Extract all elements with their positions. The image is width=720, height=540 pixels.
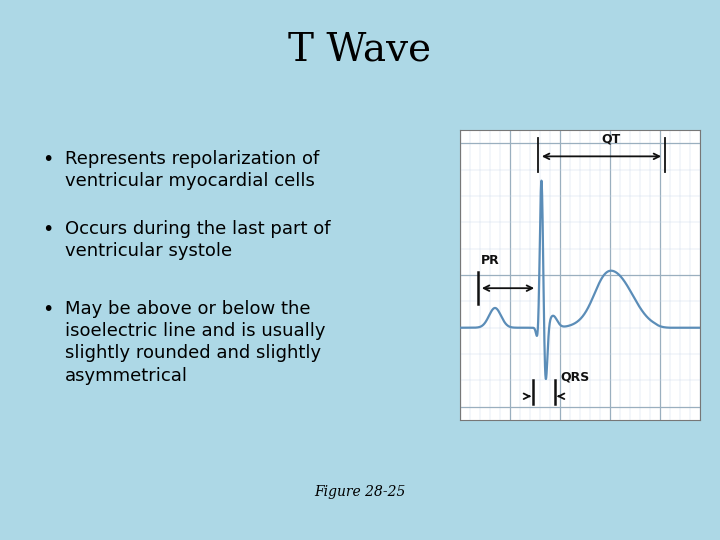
Text: PR: PR	[481, 254, 500, 267]
Text: •: •	[42, 220, 54, 239]
Text: T Wave: T Wave	[289, 31, 431, 69]
Text: Figure 28-25: Figure 28-25	[315, 485, 405, 499]
Text: •: •	[42, 150, 54, 169]
Text: Represents repolarization of
ventricular myocardial cells: Represents repolarization of ventricular…	[65, 150, 319, 190]
Text: QT: QT	[602, 133, 621, 146]
Text: Occurs during the last part of
ventricular systole: Occurs during the last part of ventricul…	[65, 220, 330, 260]
Text: •: •	[42, 300, 54, 319]
Text: May be above or below the
isoelectric line and is usually
slightly rounded and s: May be above or below the isoelectric li…	[65, 300, 325, 384]
Text: QRS: QRS	[560, 370, 589, 383]
